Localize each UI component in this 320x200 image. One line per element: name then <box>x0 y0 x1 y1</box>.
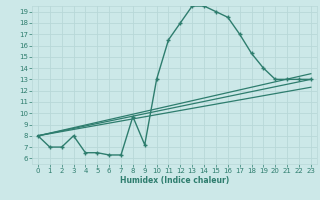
X-axis label: Humidex (Indice chaleur): Humidex (Indice chaleur) <box>120 176 229 185</box>
